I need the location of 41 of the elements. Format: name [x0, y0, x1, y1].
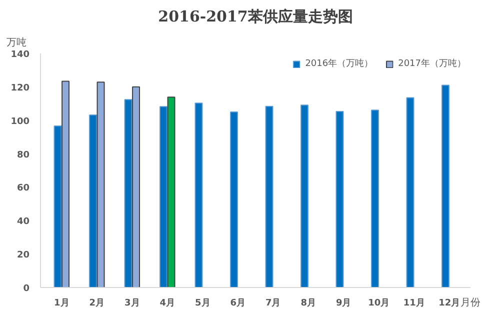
bar — [160, 106, 168, 288]
bar — [370, 110, 379, 288]
bar — [194, 102, 203, 288]
x-tick-label: 7月 — [265, 298, 281, 308]
x-axis-title: 月份 — [460, 298, 480, 308]
y-tick-label: 40 — [16, 217, 30, 228]
y-tick-label: 20 — [16, 250, 30, 261]
bar — [300, 104, 308, 288]
y-axis-title: 万吨 — [6, 36, 26, 48]
chart-title: 2016-2017苯供应量走势图 — [158, 8, 353, 26]
bar — [124, 99, 132, 288]
legend-label: 2017年（万吨） — [398, 58, 466, 70]
bar — [230, 112, 238, 288]
x-tick-label: 11月 — [403, 298, 425, 308]
bar — [406, 97, 414, 288]
bar — [54, 126, 62, 288]
legend-label: 2016年（万吨） — [305, 58, 374, 70]
x-tick-label: 10月 — [368, 298, 390, 308]
bar — [265, 106, 274, 288]
x-tick-label: 12月 — [438, 298, 460, 308]
bar — [336, 111, 344, 288]
y-tick-label: 100 — [10, 116, 30, 127]
x-tick-label: 8月 — [300, 298, 316, 308]
x-tick-label: 2月 — [89, 298, 105, 308]
bar — [89, 114, 98, 288]
x-tick-label: 1月 — [54, 298, 70, 308]
bar — [132, 86, 140, 288]
x-tick-label: 9月 — [336, 298, 352, 308]
y-tick-label: 120 — [10, 83, 30, 94]
bar — [96, 82, 105, 288]
bar — [167, 96, 176, 288]
bar — [62, 80, 70, 288]
y-tick-label: 80 — [16, 150, 30, 160]
y-tick-label: 0 — [23, 284, 30, 294]
bar — [441, 84, 450, 288]
y-tick-label: 140 — [10, 50, 30, 60]
x-tick-label: 3月 — [124, 298, 140, 308]
x-tick-label: 6月 — [230, 298, 246, 308]
y-tick-label: 60 — [16, 184, 30, 194]
x-tick-label: 5月 — [195, 298, 210, 308]
x-tick-label: 4月 — [160, 298, 176, 308]
